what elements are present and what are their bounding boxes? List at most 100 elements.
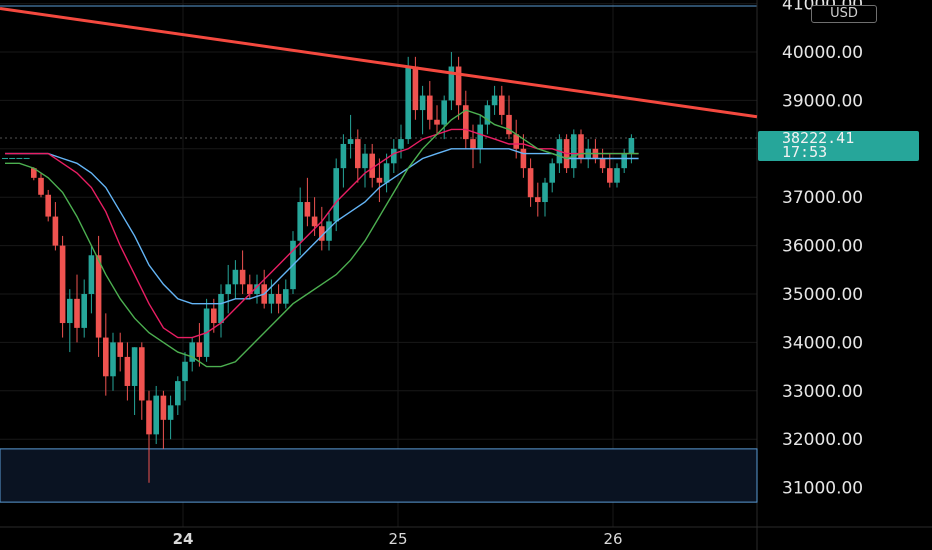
candle-body xyxy=(275,294,282,304)
candle-body xyxy=(52,216,59,246)
candle-body xyxy=(189,342,195,362)
candle-body xyxy=(549,163,555,183)
price-tick-label: 31000.00 xyxy=(782,479,863,499)
candle-body xyxy=(499,95,505,115)
candle-body xyxy=(167,405,174,420)
candle-body xyxy=(621,153,627,169)
candle-body xyxy=(405,66,411,140)
candle-body xyxy=(441,100,447,125)
candle-body xyxy=(304,202,311,217)
candle-body xyxy=(347,139,354,144)
price-axis[interactable] xyxy=(757,0,932,550)
bar-countdown: 17:53 xyxy=(782,143,828,161)
candle-body xyxy=(239,269,246,285)
candle-body xyxy=(283,289,289,304)
candle-body xyxy=(383,163,390,183)
price-tick-label: 33000.00 xyxy=(782,382,863,402)
candle-body xyxy=(376,177,383,183)
price-tick-label: 40000.00 xyxy=(782,43,863,63)
time-tick-label: 25 xyxy=(388,530,407,548)
price-tick-label: 35000.00 xyxy=(782,285,863,305)
candle-body xyxy=(103,337,109,377)
candle-body xyxy=(448,66,455,101)
time-axis-labels: 24 25 26 xyxy=(173,530,623,548)
candle-body xyxy=(614,168,620,183)
price-tick-label: 34000.00 xyxy=(782,333,863,353)
candle-body xyxy=(398,139,404,149)
candle-body xyxy=(520,148,527,169)
candle-body xyxy=(247,284,253,294)
candle-body xyxy=(254,284,260,294)
candle-body xyxy=(434,119,440,125)
candles xyxy=(2,52,635,483)
candle-body xyxy=(88,255,95,294)
candle-body xyxy=(38,177,44,195)
candle-body xyxy=(355,139,361,169)
moving-averages xyxy=(5,109,639,368)
candle-body xyxy=(470,139,476,149)
candle-body xyxy=(419,95,426,111)
price-tick-label: 32000.00 xyxy=(782,430,863,450)
time-tick-label: 26 xyxy=(603,530,622,548)
candle-body xyxy=(319,226,325,241)
candle-body xyxy=(59,245,66,324)
candle-body xyxy=(391,148,397,164)
candle-body xyxy=(513,134,519,149)
candle-body xyxy=(578,134,584,159)
ma-fast-line xyxy=(5,109,639,368)
candle-body xyxy=(117,342,123,357)
candle-body xyxy=(45,194,51,217)
trendline[interactable] xyxy=(0,6,758,119)
candle-body xyxy=(542,182,548,203)
candle-body xyxy=(628,138,635,154)
candle-body xyxy=(484,105,491,125)
candle-body xyxy=(211,308,217,324)
candle-body xyxy=(31,168,37,178)
candle-body xyxy=(369,153,375,178)
candle-body xyxy=(146,400,152,435)
candle-body xyxy=(124,356,131,386)
candle-body xyxy=(362,153,368,169)
trendline-segment xyxy=(0,6,758,119)
currency-label[interactable]: USD xyxy=(811,5,877,23)
candle-body xyxy=(455,66,462,106)
candle-body xyxy=(311,216,318,227)
candle-body xyxy=(427,95,433,120)
time-tick-label: 24 xyxy=(173,530,194,548)
candle-body xyxy=(175,381,181,406)
candle-body xyxy=(297,202,303,241)
candle-body xyxy=(412,66,419,111)
candle-body xyxy=(599,158,606,169)
price-tick-label: 39000.00 xyxy=(782,91,863,111)
candle-body xyxy=(153,395,159,435)
candle-body xyxy=(477,124,483,149)
candle-body xyxy=(67,298,73,324)
candle-body xyxy=(535,197,541,203)
current-price-badge: 38222.41 17:53 xyxy=(758,131,919,161)
support-zone xyxy=(0,448,758,503)
candle-body xyxy=(326,221,332,241)
candle-body xyxy=(527,168,534,198)
candle-body xyxy=(607,168,613,183)
price-tick-label: 37000.00 xyxy=(782,188,863,208)
candle-body xyxy=(463,105,469,140)
candle-body xyxy=(182,361,188,382)
candle-body xyxy=(268,294,275,304)
candle-body xyxy=(333,168,339,222)
price-tick-label: 36000.00 xyxy=(782,237,863,257)
candle-body xyxy=(218,294,224,324)
current-price: 38222.41 xyxy=(782,129,855,147)
candle-body xyxy=(131,347,138,386)
candle-body xyxy=(160,395,167,420)
candle-body xyxy=(232,269,239,285)
candle-body xyxy=(506,114,512,135)
support-zone-box xyxy=(0,448,758,503)
candle-body xyxy=(491,95,498,106)
candle-body xyxy=(340,143,347,169)
candle-body xyxy=(196,342,203,357)
candle-body xyxy=(74,298,80,328)
candle-body xyxy=(571,134,577,169)
price-axis-labels: 41000.0040000.0039000.0038000.0037000.00… xyxy=(782,0,863,499)
ma-mid-line xyxy=(5,128,639,339)
